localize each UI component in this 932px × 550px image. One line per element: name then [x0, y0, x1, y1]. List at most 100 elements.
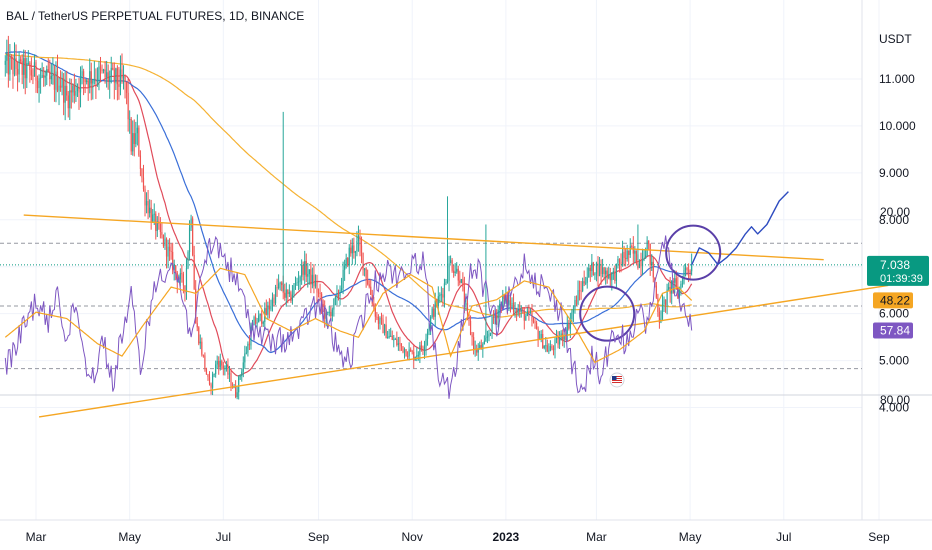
candle-body — [319, 292, 321, 294]
candle — [539, 330, 541, 340]
candle — [628, 250, 630, 266]
candle-body — [606, 270, 608, 279]
candle — [585, 276, 587, 286]
candle-body — [297, 281, 300, 283]
candle-body — [559, 338, 561, 345]
candle — [439, 292, 441, 304]
candle — [164, 232, 166, 250]
candle-body — [430, 316, 432, 329]
candle-body — [459, 280, 461, 283]
candle-body — [483, 340, 485, 345]
candle-body — [582, 281, 584, 292]
candle — [462, 272, 464, 292]
ma-20-line — [5, 52, 693, 377]
candle-body — [554, 339, 556, 350]
candle-body — [671, 281, 673, 294]
candle-body — [612, 271, 614, 273]
candle — [129, 110, 131, 134]
candle-body — [321, 293, 323, 304]
candle — [135, 121, 137, 148]
candle-body — [112, 67, 114, 70]
candle — [242, 356, 244, 378]
candle — [21, 54, 23, 85]
candle — [205, 367, 208, 375]
candle — [98, 61, 100, 91]
candle-body — [225, 364, 228, 369]
candle — [53, 65, 56, 102]
candle — [66, 70, 68, 101]
candle-body — [76, 87, 79, 92]
candle-body — [353, 245, 355, 253]
candle-body — [664, 299, 667, 305]
candlesticks[interactable] — [4, 35, 693, 400]
candle-body — [239, 375, 241, 377]
candle — [236, 386, 238, 400]
trendlines[interactable] — [0, 214, 889, 418]
candle-body — [130, 118, 132, 152]
candle-body — [477, 348, 479, 353]
candle-body — [118, 84, 120, 87]
candle-body — [637, 263, 639, 268]
candle-body — [383, 324, 386, 334]
candle-body — [586, 277, 588, 283]
candle — [402, 346, 404, 354]
candle-body — [651, 261, 653, 265]
candle-body — [668, 286, 670, 290]
candle-body — [216, 360, 218, 365]
candle-body — [686, 267, 688, 271]
time-tick-label: May — [679, 530, 702, 544]
candle — [84, 78, 86, 94]
time-tick-label: Nov — [402, 530, 423, 544]
annotations[interactable] — [579, 191, 789, 388]
us-flag-icon-canton — [612, 376, 617, 380]
candle-body — [360, 245, 363, 253]
candle-body — [124, 75, 126, 83]
candle — [601, 258, 604, 278]
candle-body — [431, 308, 433, 317]
candle — [689, 269, 691, 280]
candle-body — [509, 300, 512, 305]
candle-body — [496, 315, 498, 319]
candle-body — [367, 278, 369, 285]
candle — [291, 285, 294, 305]
candle-body — [161, 232, 163, 235]
candle — [609, 267, 611, 287]
candle — [391, 330, 393, 341]
candle — [239, 374, 241, 380]
candle — [58, 77, 60, 106]
candle-body — [617, 258, 619, 264]
candle-body — [310, 269, 312, 285]
candle — [575, 295, 578, 307]
candle — [158, 212, 160, 230]
candle-body — [61, 78, 63, 88]
candle-body — [119, 69, 122, 87]
candle — [73, 73, 75, 104]
candle — [572, 305, 575, 323]
candle — [125, 81, 128, 105]
candle-body — [142, 177, 145, 190]
moving-averages — [5, 51, 693, 377]
candle — [643, 249, 645, 262]
candle — [101, 64, 103, 74]
candle — [218, 356, 220, 375]
candle — [261, 310, 263, 328]
candle — [32, 68, 34, 85]
candle-body — [410, 349, 412, 352]
candle-body — [591, 262, 593, 272]
candle-body — [256, 322, 258, 324]
rsi-lines — [4, 235, 693, 399]
candle-body — [506, 295, 508, 306]
candle-body — [528, 310, 530, 313]
candle — [213, 373, 215, 378]
candle-body — [428, 328, 430, 332]
candle — [482, 342, 484, 358]
candle-body — [433, 308, 435, 317]
candle — [357, 225, 360, 252]
candle-body — [195, 288, 197, 324]
candle — [661, 294, 664, 322]
candle — [629, 238, 631, 258]
candle-body — [443, 283, 446, 298]
candle — [27, 50, 29, 66]
candle-body — [190, 218, 192, 228]
